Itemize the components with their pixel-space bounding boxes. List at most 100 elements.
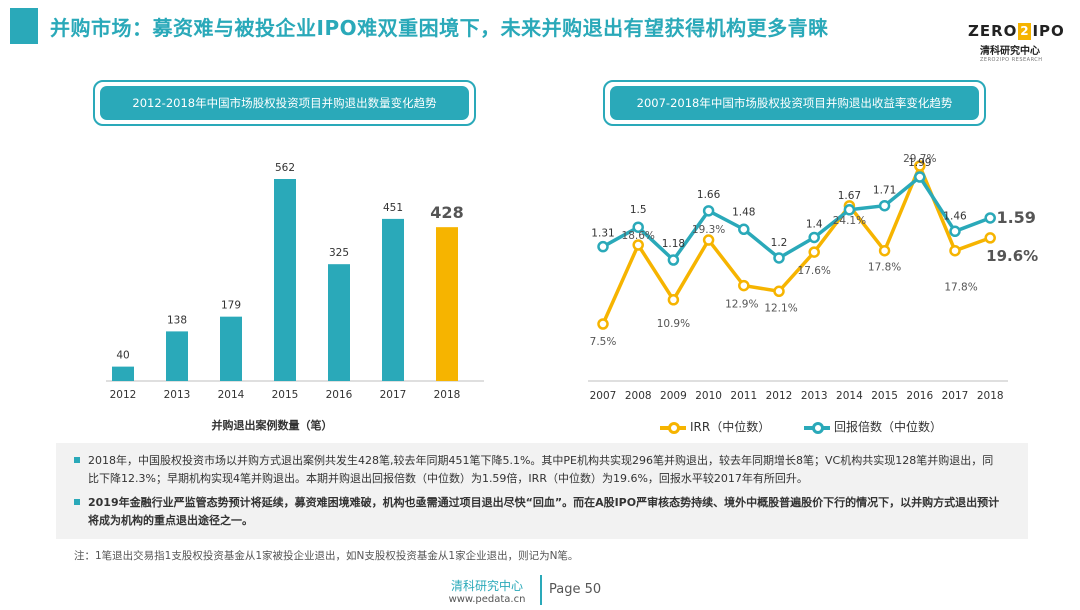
brand-logo: ZERO 2 IPO 清科研究中心 ZERO2IPO RESEARCH (968, 22, 1068, 63)
page-title: 并购市场：募资难与被投企业IPO难双重困境下，未来并购退出有望获得机构更多青睐 (50, 16, 829, 40)
logo-text-right: IPO (1032, 22, 1065, 40)
footer-divider (540, 575, 542, 605)
page-number: Page 50 (549, 582, 602, 597)
line-x-tick-label: 2012 (766, 390, 793, 402)
irr-data-label: 12.1% (764, 302, 797, 314)
multiple-point-2014 (843, 204, 856, 216)
irr-data-label: 17.8% (944, 282, 977, 294)
irr-data-label: 10.9% (657, 318, 690, 330)
bar-x-tick-label: 2013 (164, 389, 191, 401)
irr-point-2012 (773, 285, 785, 298)
legend-label-irr: IRR（中位数） (690, 420, 771, 434)
logo-tagline: ZERO2IPO RESEARCH (980, 57, 1043, 63)
bar-value-label: 451 (383, 202, 403, 214)
irr-point-2008 (632, 239, 644, 251)
line-x-tick-label: 2014 (836, 390, 863, 402)
bar-value-label: 179 (221, 300, 241, 312)
line-x-tick-label: 2016 (906, 390, 933, 402)
bar-x-tick-label: 2014 (218, 389, 245, 401)
multiple-data-label: 1.48 (732, 206, 755, 218)
multiple-data-label: 1.31 (591, 228, 614, 240)
legend-swatch-irr (660, 421, 686, 434)
bar-2017 (382, 218, 404, 381)
irr-data-label: 18.6% (622, 230, 655, 242)
footnote: 注：1笔退出交易指1支股权投资基金从1家被投企业退出，如N支股权投资基金从1家企… (74, 550, 579, 562)
note-bullet-icon (74, 457, 80, 463)
bar-x-tick-label: 2015 (272, 389, 299, 401)
bar-chart-xlabel: 并购退出案例数量（笔） (212, 418, 333, 432)
irr-point-2018 (984, 232, 996, 244)
bar-x-tick-label: 2012 (110, 389, 137, 401)
irr-point-2007 (597, 318, 609, 330)
irr-data-label: 19.3% (692, 224, 725, 236)
multiple-point-2008 (632, 221, 644, 233)
irr-series-line (601, 164, 991, 325)
bar-value-label: 325 (329, 247, 349, 259)
multiple-data-label: 1.71 (873, 185, 896, 197)
multiple-point-2017 (949, 225, 961, 238)
bar-chart-header: 2012-2018年中国市场股权投资项目并购退出数量变化趋势 (93, 80, 476, 126)
bar-2012 (112, 366, 134, 381)
bar-x-tick-label: 2018 (434, 389, 461, 401)
line-x-tick-label: 2010 (695, 390, 722, 402)
note-bullet-icon (74, 499, 80, 505)
line-x-tick-label: 2011 (730, 390, 757, 402)
bar-value-label: 562 (275, 162, 295, 174)
line-chart: 2007 2008 2009 2010 2011 2012 2013 2014 2015 2016… (588, 153, 1038, 402)
multiple-data-label: 1.66 (697, 189, 721, 201)
note-1: 2018年，中国股权投资市场以并购方式退出案例共发生428笔,较去年同期451笔… (74, 452, 1004, 488)
irr-point-2016 (914, 160, 926, 172)
legend-item-irr: IRR（中位数） (660, 418, 770, 435)
multiple-point-2012 (773, 252, 785, 264)
bar-value-label: 138 (167, 314, 187, 326)
irr-point-2017 (949, 244, 961, 257)
irr-point-2013 (808, 246, 820, 258)
multiple-data-label: 1.67 (838, 190, 861, 202)
multiple-data-label: 1.4 (806, 218, 823, 230)
line-x-tick-label: 2008 (625, 390, 652, 402)
line-x-tick-label: 2015 (871, 390, 898, 402)
multiple-point-2013 (808, 231, 820, 244)
bar-2016 (328, 264, 350, 381)
bar-chart: 40 2012 138 2013 179 2014 562 2015 325 2016 451 201… (106, 162, 484, 432)
bar-value-label: 428 (430, 203, 463, 222)
bar-value-label: 40 (116, 350, 129, 362)
irr-data-label: 7.5% (590, 336, 617, 348)
irr-data-label: 24.1% (833, 215, 866, 227)
bar-chart-title: 2012-2018年中国市场股权投资项目并购退出数量变化趋势 (100, 86, 469, 120)
multiple-data-label: 1.46 (943, 210, 967, 222)
legend-swatch-multiple (804, 421, 831, 434)
footer-org: 清科研究中心 (450, 579, 523, 593)
multiple-point-2009 (667, 254, 680, 266)
irr-data-label: 17.8% (868, 262, 901, 274)
line-chart-legend: IRR（中位数） 回报倍数（中位数） (660, 418, 972, 435)
header-accent-bar (10, 8, 38, 44)
multiple-point-2007 (597, 240, 609, 253)
legend-item-multiple: 回报倍数（中位数） (804, 418, 942, 435)
line-x-tick-label: 2013 (801, 390, 828, 402)
line-chart-header: 2007-2018年中国市场股权投资项目并购退出收益率变化趋势 (603, 80, 986, 126)
multiple-data-label: 1.2 (771, 237, 788, 249)
multiple-series-line (602, 175, 991, 262)
bar-2018 (436, 227, 458, 381)
multiple-data-label: 1.5 (630, 204, 647, 216)
multiple-data-label: 1.59 (996, 208, 1035, 227)
irr-data-label: 12.9% (725, 299, 758, 311)
multiple-point-2011 (738, 223, 750, 236)
line-x-tick-label: 2018 (977, 390, 1004, 402)
footer-url[interactable]: www.pedata.cn (448, 594, 526, 605)
bar-2013 (166, 331, 188, 381)
multiple-data-label: 1.18 (662, 238, 685, 250)
note-2: 2019年金融行业严监管态势预计将延续，募资难困境难破，机构也亟需通过项目退出尽… (74, 494, 1004, 530)
line-x-tick-label: 2017 (942, 390, 969, 402)
multiple-point-2010 (702, 205, 715, 217)
multiple-point-2015 (878, 199, 891, 212)
multiple-data-label: 1.99 (908, 157, 931, 169)
line-chart-title: 2007-2018年中国市场股权投资项目并购退出收益率变化趋势 (610, 86, 979, 120)
line-x-tick-label: 2007 (590, 390, 617, 402)
multiple-point-2016 (914, 171, 926, 183)
logo-wordmark: ZERO 2 IPO (968, 22, 1068, 40)
irr-point-2011 (738, 279, 750, 292)
bar-2014 (220, 316, 242, 381)
